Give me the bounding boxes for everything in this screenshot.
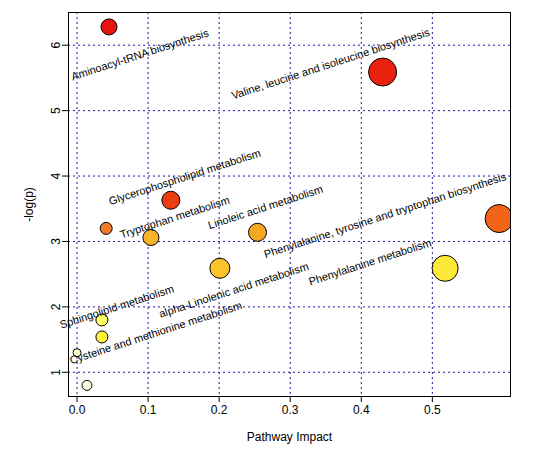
svg-text:5: 5	[49, 107, 63, 114]
svg-text:Aminoacyl-tRNA biosynthesis: Aminoacyl-tRNA biosynthesis	[70, 26, 211, 82]
svg-text:Glycerophospholipid metabolism: Glycerophospholipid metabolism	[107, 147, 262, 208]
svg-text:Pathway Impact: Pathway Impact	[247, 430, 333, 444]
svg-text:0.3: 0.3	[282, 403, 299, 417]
svg-text:-log(p): -log(p)	[22, 187, 36, 222]
svg-text:Tryptophan metabolism: Tryptophan metabolism	[118, 193, 232, 241]
svg-text:0.1: 0.1	[140, 403, 157, 417]
svg-text:3: 3	[49, 238, 63, 245]
svg-text:0.4: 0.4	[353, 403, 370, 417]
svg-text:Linoleic acid metabolism: Linoleic acid metabolism	[207, 183, 325, 231]
svg-text:0.0: 0.0	[69, 403, 86, 417]
svg-text:0.5: 0.5	[424, 403, 441, 417]
svg-text:6: 6	[49, 42, 63, 49]
svg-text:Valine, leucine and isoleucine: Valine, leucine and isoleucine biosynthe…	[230, 26, 432, 102]
svg-text:1: 1	[49, 369, 63, 376]
svg-text:Phenylalanine metabolism: Phenylalanine metabolism	[307, 236, 433, 287]
svg-text:0.2: 0.2	[211, 403, 228, 417]
svg-text:Cysteine and methionine metabo: Cysteine and methionine metabolism	[68, 299, 243, 366]
svg-text:alpha-Linolenic acid metabolis: alpha-Linolenic acid metabolism	[157, 259, 310, 320]
svg-text:2: 2	[49, 303, 63, 310]
svg-text:4: 4	[49, 172, 63, 179]
svg-text:Sphingolipid metabolism: Sphingolipid metabolism	[58, 282, 175, 330]
svg-text:Phenylalanine, tyrosine and tr: Phenylalanine, tyrosine and tryptophan b…	[262, 170, 508, 260]
